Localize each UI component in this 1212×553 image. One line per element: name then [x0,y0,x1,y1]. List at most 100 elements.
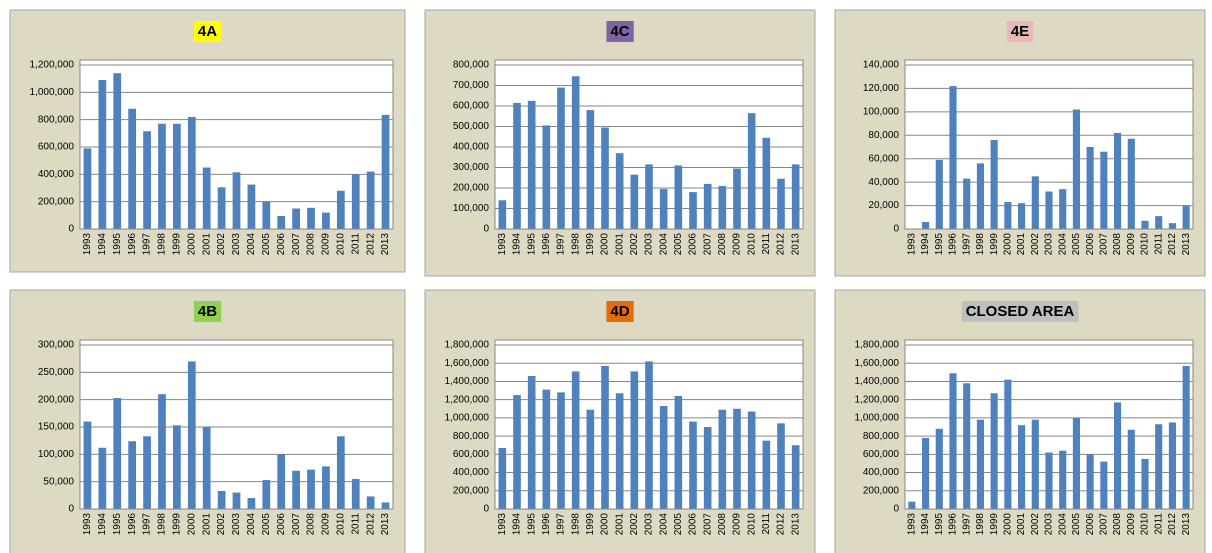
x-tick-label: 2008 [1112,233,1123,256]
bar [1100,151,1108,229]
y-tick-label: 800,000 [38,114,75,125]
bar [990,139,998,229]
bar [1072,417,1080,509]
y-tick-label: 500,000 [453,121,490,132]
bar [976,419,984,509]
x-tick-label: 1994 [97,513,108,536]
chart-panel: 4C 0 100,000 200,000 300,000 400,000 500,000 60… [424,9,816,277]
bar [963,178,971,229]
title-highlight [193,300,222,322]
bar [1127,429,1135,509]
x-tick-label: 2013 [1181,513,1192,536]
bar [949,86,957,229]
x-tick-label: 1994 [920,513,931,536]
x-tick-label: 1997 [556,513,567,536]
x-tick-label: 2003 [1044,233,1055,256]
x-tick-label: 1998 [975,233,986,256]
x-tick-label: 2000 [600,233,611,256]
y-tick-label: 60,000 [868,153,899,164]
bar [1018,203,1026,229]
x-tick-label: 2012 [1167,233,1178,256]
bar [98,447,107,509]
bar [232,492,241,509]
bar [1045,191,1053,229]
title-highlight [961,300,1079,322]
x-tick-label: 2004 [1057,513,1068,536]
x-tick-label: 1996 [948,233,959,256]
bar [187,361,196,509]
x-tick-label: 2009 [1126,233,1137,256]
bar [557,87,565,229]
x-tick-label: 1993 [906,513,917,536]
bar [381,114,390,229]
bar [615,393,624,509]
bar [232,172,241,229]
bar [630,371,639,509]
x-tick-label: 2001 [201,233,212,256]
x-tick-label: 2003 [231,513,242,536]
y-tick-label: 400,000 [453,467,490,478]
bar [158,123,166,229]
y-tick-label: 1,400,000 [855,376,900,387]
bar [747,113,756,229]
x-tick-label: 2007 [702,233,713,256]
bar [762,440,771,509]
bar [158,394,166,509]
x-tick-label: 2006 [688,513,699,536]
x-tick-label: 1999 [989,233,1000,256]
bar [703,183,712,229]
bar [498,200,507,229]
bar [674,396,683,509]
x-tick-label: 2010 [1140,513,1151,536]
y-tick-label: 600,000 [863,449,900,460]
bar [542,125,551,229]
chart-title: CLOSED AREA [966,303,1075,320]
x-tick-label: 2002 [1030,513,1041,536]
bar [615,153,624,229]
x-tick-label: 1993 [497,233,508,256]
x-tick-label: 1999 [585,233,596,256]
x-tick-label: 1998 [975,513,986,536]
plot-area [79,339,394,510]
bar [1155,424,1163,509]
y-tick-label: 800,000 [453,60,490,71]
x-tick-label: 2007 [1098,233,1109,256]
bar [113,398,122,509]
x-tick-label: 2005 [1071,513,1082,536]
bar [1114,132,1122,229]
y-tick-label: 200,000 [38,196,75,207]
y-tick-label: 20,000 [868,200,899,211]
bar [659,406,668,509]
x-tick-label: 2002 [629,233,640,256]
bar [336,436,345,509]
bar [173,123,181,229]
bar [262,201,271,229]
x-tick-label: 2006 [1085,233,1096,256]
bar [292,208,300,229]
bar [217,490,226,509]
bar [83,148,92,229]
x-tick-label: 2000 [186,513,197,536]
x-tick-label: 1993 [82,513,93,536]
bar [718,409,727,509]
x-tick-label: 2005 [1071,233,1082,256]
x-tick-label: 2012 [365,513,376,536]
bar [733,168,741,229]
x-tick-label: 2010 [746,513,757,536]
y-tick-label: 1,200,000 [855,394,900,405]
bar [277,216,286,229]
x-tick-label: 1996 [948,513,959,536]
title-highlight [193,20,222,42]
y-tick-label: 600,000 [453,101,490,112]
x-tick-label: 2001 [1016,233,1027,256]
x-tick-label: 2008 [717,233,728,256]
x-tick-label: 1994 [512,513,523,536]
x-tick-label: 2008 [306,233,317,256]
bar [498,447,507,509]
bar [307,207,315,229]
x-tick-label: 1995 [526,233,537,256]
bar [645,164,653,229]
bar [601,127,609,229]
bar [586,110,595,229]
bar [366,496,375,509]
